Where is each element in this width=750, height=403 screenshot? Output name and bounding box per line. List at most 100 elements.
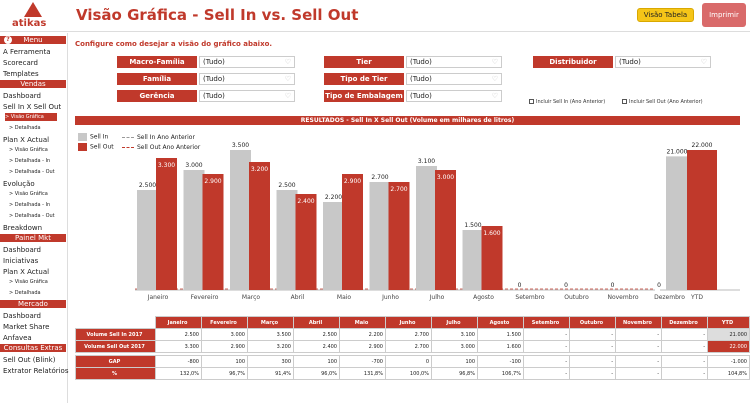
bar-sell-in-7 — [462, 230, 484, 290]
label-sell-out-3: 2.400 — [297, 198, 314, 205]
filter-gerencia[interactable]: (Tudo) ♡ — [199, 90, 295, 102]
filter-macro-familia[interactable]: (Tudo) ♡ — [199, 56, 295, 68]
sidebar-item-30[interactable]: Extrator Relatórios — [3, 367, 69, 375]
legend-sell-in-prev: Sell In Ano Anterior — [122, 134, 195, 141]
filter-tipo-de-embalagem[interactable]: (Tudo) ♡ — [406, 90, 502, 102]
sidebar-item-17[interactable]: Breakdown — [3, 224, 43, 232]
bar-sell-out-5 — [388, 182, 410, 290]
legend-sell-in: Sell In — [78, 133, 108, 141]
sidebar-item-6[interactable]: Sell In X Sell Out — [3, 103, 62, 111]
table-cell: 300 — [247, 355, 294, 368]
bar-sell-out-4 — [342, 174, 363, 290]
table-cell: 100 — [293, 355, 340, 368]
sidebar-subitem-11[interactable]: > Detalhada - In — [9, 158, 51, 164]
sidebar-item-1[interactable]: A Ferramenta — [3, 48, 51, 56]
sidebar-item-3[interactable]: Templates — [3, 70, 39, 78]
sidebar-subitem-12[interactable]: > Detalhada - Out — [9, 169, 55, 175]
table-cell: 3.500 — [247, 328, 294, 341]
bar-sell-out-6 — [435, 170, 456, 290]
table-cell: - — [661, 340, 708, 353]
table-cell: -100 — [477, 355, 524, 368]
page-title: Visão Gráfica - Sell In vs. Sell Out — [76, 6, 359, 24]
table-cell: - — [523, 340, 570, 353]
label-sell-in-4: 2.200 — [325, 194, 342, 201]
sidebar-subitem-22[interactable]: > Visão Gráfica — [9, 279, 48, 285]
sidebar-item-9[interactable]: Plan X Actual — [3, 136, 50, 144]
sidebar-subitem-14[interactable]: > Visão Gráfica — [9, 191, 48, 197]
bar-sell-in-2 — [230, 150, 251, 290]
checkbox-sell-out-prev[interactable]: Incluir Sell Out (Ano Anterior) — [622, 99, 703, 105]
sidebar-subitem-active[interactable]: > Visão Gráfica — [5, 113, 57, 121]
table-cell: - — [615, 367, 662, 380]
filter-label-familia: Família — [117, 73, 197, 85]
bar-sell-out-3 — [295, 194, 317, 290]
sidebar-item-5[interactable]: Dashboard — [3, 92, 41, 100]
label-sell-in-3: 2.500 — [278, 182, 295, 189]
dropdown-icon: ♡ — [491, 92, 498, 100]
table-cell: 96,0% — [293, 367, 340, 380]
sidebar-item-25[interactable]: Dashboard — [3, 312, 41, 320]
label-sell-in-0: 2.500 — [139, 182, 156, 189]
sidebar-item-20[interactable]: Iniciativas — [3, 257, 39, 265]
table-cell: - — [661, 355, 708, 368]
sidebar-item-29[interactable]: Sell Out (Blink) — [3, 356, 56, 364]
filter-tipo-de-tier[interactable]: (Tudo) ♡ — [406, 73, 502, 85]
table-cell: 131,8% — [339, 367, 386, 380]
sidebar-item-27[interactable]: Anfavea — [3, 334, 32, 342]
table-cell: 2.500 — [293, 328, 340, 341]
bar-ytd-sell-in — [666, 156, 688, 290]
filter-tier[interactable]: (Tudo) ♡ — [406, 56, 502, 68]
sidebar-section-18: Painel Mkt — [0, 234, 66, 242]
print-button[interactable]: Imprimir — [702, 3, 746, 27]
sidebar-item-21[interactable]: Plan X Actual — [3, 268, 50, 276]
row-label: GAP — [75, 355, 156, 368]
filter-label-tipo-de-tier: Tipo de Tier — [324, 73, 404, 85]
table-cell: 3.000 — [201, 328, 248, 341]
filter-distribuidor[interactable]: (Tudo) ♡ — [615, 56, 711, 68]
table-cell: 21.000 — [707, 328, 750, 341]
view-table-button[interactable]: Visão Tabela — [637, 8, 694, 22]
label-sell-out-0: 3.300 — [158, 162, 175, 169]
bar-sell-in-6 — [416, 166, 437, 290]
table-cell: 2.500 — [155, 328, 202, 341]
sidebar-item-2[interactable]: Scorecard — [3, 59, 38, 67]
x-tick-6: Julho — [429, 294, 445, 301]
checkbox-sell-in-prev[interactable]: Incluir Sell In (Ano Anterior) — [529, 99, 605, 105]
label-sell-in-9: 0 — [564, 282, 568, 289]
bar-sell-out-7 — [481, 226, 503, 290]
filter-label-tipo-de-embalagem: Tipo de Embalagem — [324, 90, 404, 102]
help-icon[interactable]: ? — [4, 36, 12, 44]
sidebar-subitem-8[interactable]: > Detalhada — [9, 125, 41, 131]
table-cell: 100,0% — [385, 367, 432, 380]
label-sell-in-1: 3.000 — [185, 162, 202, 169]
sidebar-subitem-15[interactable]: > Detalhada - In — [9, 202, 51, 208]
table-cell: - — [615, 340, 662, 353]
table-header: Abril — [293, 316, 340, 329]
label-sell-out-4: 2.900 — [344, 178, 361, 185]
table-cell: - — [615, 328, 662, 341]
sidebar-item-13[interactable]: Evolução — [3, 180, 35, 188]
bar-sell-in-0 — [137, 190, 158, 290]
sidebar-subitem-23[interactable]: > Detalhada — [9, 290, 41, 296]
table-cell: 104,8% — [707, 367, 750, 380]
table-row: Volume Sell In 2017 2.500 3.000 3.500 2.500 2… — [75, 328, 750, 341]
dropdown-icon: ♡ — [700, 58, 707, 66]
sidebar-item-19[interactable]: Dashboard — [3, 246, 41, 254]
sidebar-subitem-10[interactable]: > Visão Gráfica — [9, 147, 48, 153]
dropdown-icon: ♡ — [491, 58, 498, 66]
bar-ytd-sell-out — [687, 150, 717, 290]
sidebar-subitem-16[interactable]: > Detalhada - Out — [9, 213, 55, 219]
legend-sell-out: Sell Out — [78, 143, 114, 151]
table-cell: -1.000 — [707, 355, 750, 368]
table-cell: - — [569, 355, 616, 368]
sidebar-item-26[interactable]: Market Share — [3, 323, 50, 331]
table-cell: 96,8% — [431, 367, 478, 380]
x-tick-7: Agosto — [473, 294, 494, 301]
label-ytd-sell-out: 22.000 — [692, 142, 713, 149]
table-row: % 132,0% 96,7% 91,4% 96,0% 131,8% 100,0% 96,8% 1… — [75, 367, 750, 380]
table-header: Junho — [385, 316, 432, 329]
x-tick-ytd: YTD — [690, 294, 703, 301]
table-cell: 2.700 — [385, 340, 432, 353]
table-header: Março — [247, 316, 294, 329]
filter-familia[interactable]: (Tudo) ♡ — [199, 73, 295, 85]
